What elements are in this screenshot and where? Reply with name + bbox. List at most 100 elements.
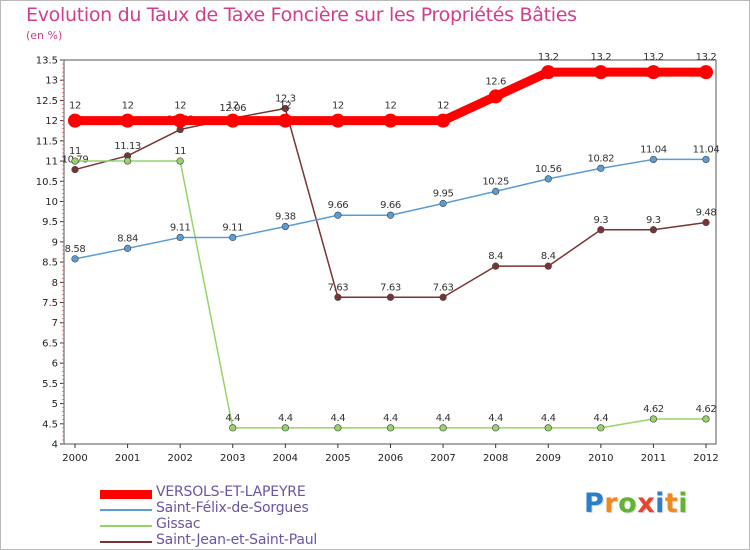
data-point — [334, 293, 342, 301]
y-tick-label: 8 — [52, 278, 58, 289]
x-tick-label: 2003 — [220, 453, 245, 464]
data-point — [281, 222, 289, 231]
x-tick-label: 2011 — [641, 453, 666, 464]
data-label: 11.04 — [640, 144, 667, 155]
x-tick-label: 2006 — [378, 453, 403, 464]
y-tick-label: 11.5 — [36, 136, 58, 147]
data-label: 4.4 — [383, 413, 398, 424]
data-point — [281, 424, 289, 432]
data-label: 12 — [332, 101, 344, 112]
y-tick-label: 5 — [52, 399, 58, 410]
data-point — [386, 424, 395, 432]
legend-label: Saint-Jean-et-Saint-Paul — [156, 532, 318, 548]
y-tick-label: 11 — [45, 157, 58, 168]
data-label: 12.3 — [275, 94, 296, 105]
data-label: 12 — [437, 101, 449, 112]
logo-letter: i — [678, 488, 689, 519]
data-label: 10.56 — [535, 164, 562, 175]
data-point — [492, 187, 500, 195]
data-point — [488, 89, 503, 104]
data-point — [649, 226, 658, 234]
logo-letter: r — [604, 488, 619, 519]
data-point — [439, 293, 447, 301]
x-tick-label: 2012 — [693, 453, 718, 464]
y-tick-label: 6 — [52, 359, 58, 370]
data-label: 7.63 — [380, 282, 401, 293]
data-point — [173, 113, 188, 128]
data-point — [436, 113, 451, 128]
data-point — [649, 155, 658, 164]
data-point — [225, 113, 240, 128]
data-point — [492, 424, 500, 432]
line-chart: 44.555.566.577.588.599.51010.51111.51212… — [36, 52, 720, 465]
data-point — [71, 255, 79, 263]
y-tick-label: 9 — [52, 237, 58, 248]
data-label: 8.84 — [117, 233, 138, 244]
data-label: 9.3 — [646, 215, 661, 226]
data-label: 4.4 — [488, 413, 503, 424]
data-label: 12 — [69, 101, 81, 112]
legend-label: VERSOLS-ET-LAPEYRE — [156, 484, 306, 500]
y-tick-label: 13.5 — [36, 56, 58, 67]
data-label: 4.62 — [696, 404, 717, 415]
x-tick-label: 2001 — [115, 453, 140, 464]
data-label: 4.62 — [643, 404, 664, 415]
legend-item: Saint-Félix-de-Sorgues — [100, 500, 360, 518]
data-label: 4.4 — [331, 413, 346, 424]
logo-letter: P — [584, 488, 605, 519]
legend-label: Saint-Félix-de-Sorgues — [156, 500, 309, 516]
x-tick-label: 2005 — [325, 453, 350, 464]
data-label: 9.66 — [380, 200, 401, 211]
data-point — [176, 233, 184, 242]
data-point — [123, 157, 132, 165]
series-line — [75, 67, 706, 126]
data-point — [439, 199, 447, 208]
data-point — [334, 424, 342, 432]
data-point — [646, 65, 661, 80]
series-2: 11 11 4.4 4.4 4.4 4.4 4.4 4.4 4.4 4.4 4.62 4.62 — [69, 146, 717, 432]
data-label: 12 — [174, 101, 186, 112]
data-label: 4.4 — [225, 413, 240, 424]
series-1: 8.58 8.84 9.11 9.11 9.38 9.66 9.66 9.95 10.25 10.… — [65, 144, 720, 263]
data-label: 9.11 — [170, 222, 191, 233]
data-label: 8.58 — [65, 244, 86, 255]
data-label: 12 — [279, 101, 291, 112]
legend-item: Saint-Jean-et-Saint-Paul — [100, 532, 360, 550]
data-label: 13.2 — [590, 52, 611, 63]
data-point — [541, 65, 556, 80]
logo-letter: t — [664, 488, 679, 519]
data-label: 11.04 — [693, 144, 720, 155]
chart-axes: 44.555.566.577.588.599.51010.51111.51212… — [36, 56, 719, 465]
data-label: 10.82 — [588, 153, 615, 164]
data-label: 11.13 — [114, 141, 141, 152]
legend-swatch — [100, 489, 152, 499]
data-point — [229, 233, 237, 242]
data-label: 11 — [174, 146, 186, 157]
data-point — [334, 211, 342, 219]
data-point — [278, 113, 293, 128]
legend-swatch — [100, 509, 152, 511]
data-point — [386, 293, 395, 301]
data-point — [649, 415, 658, 423]
chart-title: Evolution du Taux de Taxe Foncière sur l… — [26, 4, 577, 26]
data-point — [492, 262, 500, 270]
y-tick-label: 12.5 — [36, 96, 58, 107]
legend-label: Gissac — [156, 516, 201, 532]
data-point — [544, 175, 552, 183]
data-point — [71, 157, 79, 165]
y-tick-label: 4 — [52, 440, 58, 451]
data-point — [699, 65, 713, 80]
data-label: 13.2 — [643, 52, 664, 63]
data-label: 13.2 — [696, 52, 717, 63]
data-label: 12 — [227, 101, 239, 112]
chart-subtitle: (en %) — [26, 29, 63, 42]
y-tick-label: 5.5 — [42, 379, 58, 390]
x-tick-label: 2000 — [62, 453, 87, 464]
data-label: 9.3 — [593, 215, 608, 226]
legend-item: VERSOLS-ET-LAPEYRE — [100, 484, 360, 502]
data-label: 7.63 — [328, 282, 349, 293]
logo-letter: x — [637, 488, 656, 519]
y-tick-label: 10 — [45, 197, 58, 208]
data-point — [593, 65, 608, 80]
